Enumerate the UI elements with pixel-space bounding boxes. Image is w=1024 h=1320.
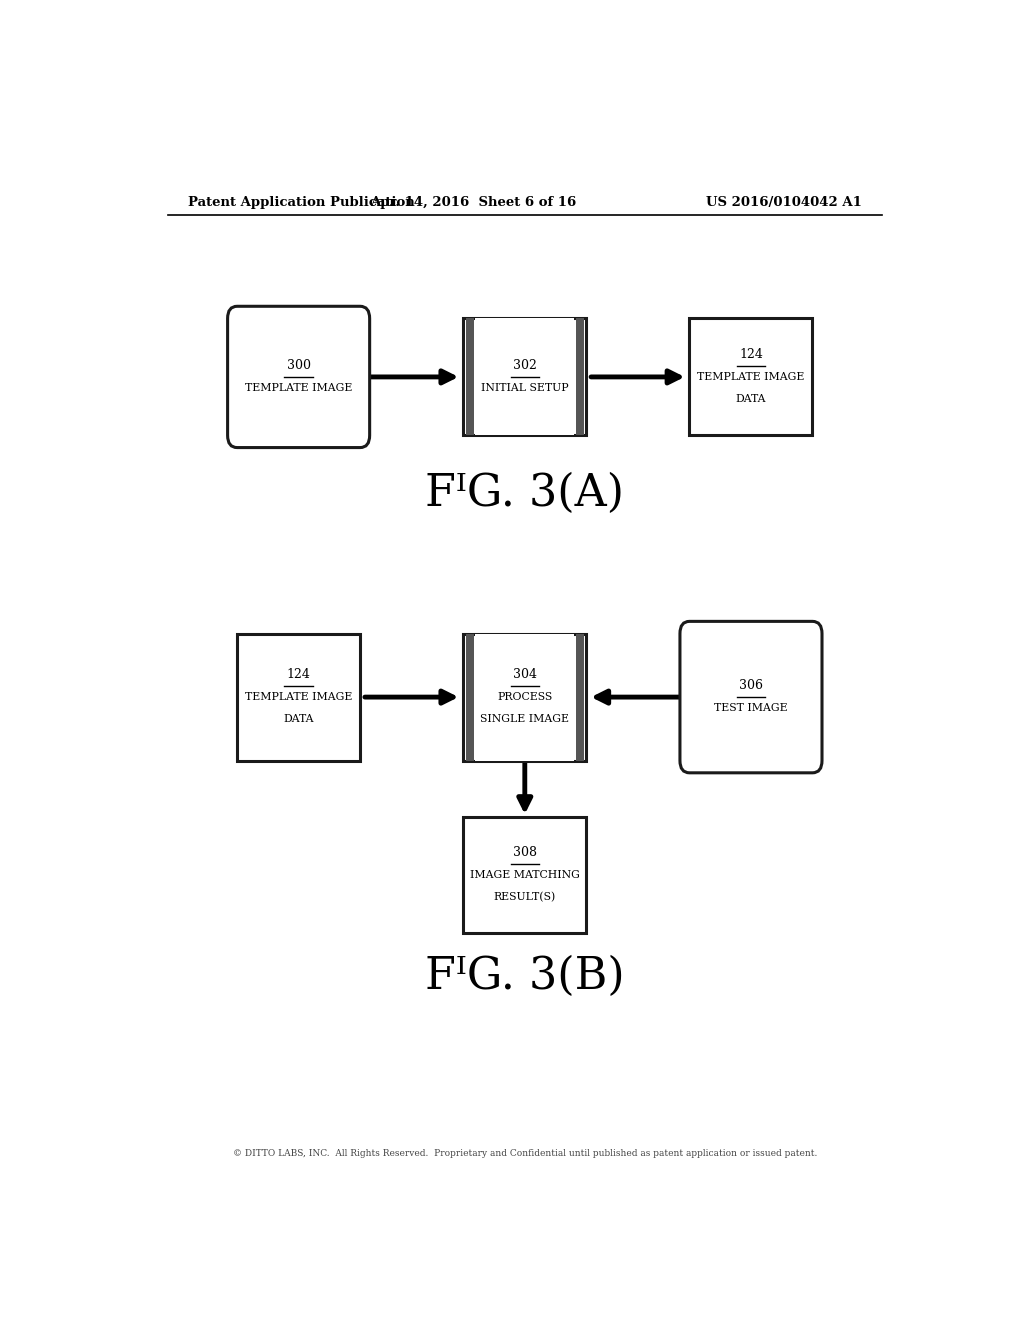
FancyBboxPatch shape	[689, 318, 812, 436]
Text: SINGLE IMAGE: SINGLE IMAGE	[480, 714, 569, 725]
Text: DATA: DATA	[284, 714, 314, 725]
Bar	[575, 634, 584, 760]
Text: 304: 304	[513, 668, 537, 681]
Text: FᴵG. 3(A): FᴵG. 3(A)	[425, 473, 625, 515]
Text: TEMPLATE IMAGE: TEMPLATE IMAGE	[245, 383, 352, 393]
FancyBboxPatch shape	[680, 622, 822, 772]
Bar	[575, 318, 584, 436]
FancyBboxPatch shape	[475, 634, 574, 760]
FancyBboxPatch shape	[227, 306, 370, 447]
Text: 124: 124	[287, 668, 310, 681]
Text: IMAGE MATCHING: IMAGE MATCHING	[470, 870, 580, 880]
Text: © DITTO LABS, INC.  All Rights Reserved.  Proprietary and Confidential until pub: © DITTO LABS, INC. All Rights Reserved. …	[232, 1148, 817, 1158]
FancyBboxPatch shape	[463, 318, 587, 436]
Text: Patent Application Publication: Patent Application Publication	[187, 195, 415, 209]
FancyBboxPatch shape	[463, 817, 587, 933]
Text: 124: 124	[739, 348, 763, 362]
Text: INITIAL SETUP: INITIAL SETUP	[481, 383, 568, 393]
FancyBboxPatch shape	[475, 318, 574, 436]
Text: FᴵG. 3(B): FᴵG. 3(B)	[425, 954, 625, 998]
Bar	[466, 634, 474, 760]
Text: Apr. 14, 2016  Sheet 6 of 16: Apr. 14, 2016 Sheet 6 of 16	[370, 195, 577, 209]
Text: DATA: DATA	[735, 395, 766, 404]
Text: 302: 302	[513, 359, 537, 372]
Text: US 2016/0104042 A1: US 2016/0104042 A1	[707, 195, 862, 209]
Text: TEST IMAGE: TEST IMAGE	[714, 704, 787, 713]
Text: TEMPLATE IMAGE: TEMPLATE IMAGE	[245, 692, 352, 702]
Text: PROCESS: PROCESS	[498, 692, 552, 702]
Text: TEMPLATE IMAGE: TEMPLATE IMAGE	[697, 372, 805, 381]
Text: 306: 306	[739, 680, 763, 693]
Text: 308: 308	[513, 846, 537, 859]
Bar	[466, 318, 474, 436]
Text: RESULT(S): RESULT(S)	[494, 892, 556, 903]
Text: 300: 300	[287, 359, 310, 372]
FancyBboxPatch shape	[238, 634, 360, 760]
FancyBboxPatch shape	[463, 634, 587, 760]
